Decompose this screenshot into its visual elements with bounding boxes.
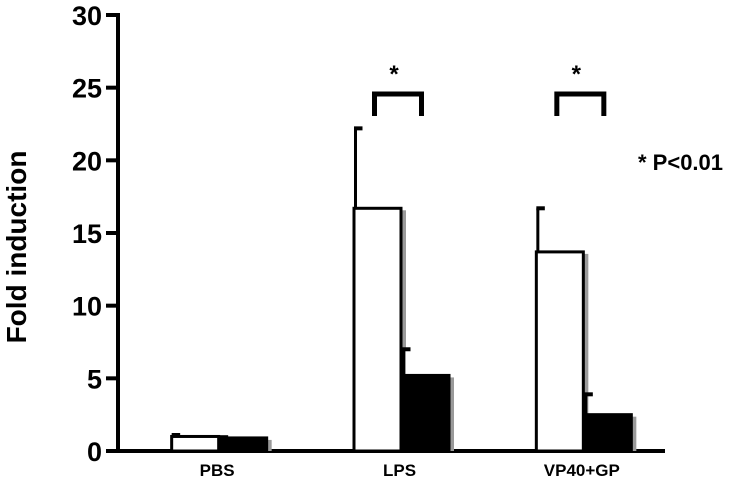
bars	[170, 126, 637, 453]
bar	[582, 413, 633, 453]
y-tick-label: 20	[72, 146, 102, 176]
bar	[170, 434, 221, 453]
significance-star: *	[572, 61, 582, 88]
significance-bracket	[372, 91, 424, 116]
bar	[218, 436, 269, 453]
bar	[400, 373, 451, 453]
y-tick-label: 0	[87, 437, 102, 467]
y-tick-label: 25	[72, 74, 102, 104]
y-tick-label: 15	[72, 219, 102, 249]
y-axis-label: Fold induction	[1, 151, 32, 344]
y-tick-label: 30	[72, 1, 102, 31]
x-tick-label: PBS	[200, 461, 235, 480]
significance-bracket	[554, 91, 607, 116]
x-tick-label: LPS	[383, 461, 416, 480]
x-tick-label: VP40+GP	[544, 461, 620, 480]
significance-brackets: * *	[372, 61, 607, 116]
y-tick-label: 10	[72, 292, 102, 322]
y-tick-label: 5	[87, 364, 102, 394]
p-value-annotation: * P<0.01	[638, 150, 723, 175]
significance-star: *	[389, 61, 399, 88]
bar	[352, 206, 403, 453]
bar	[534, 250, 585, 453]
